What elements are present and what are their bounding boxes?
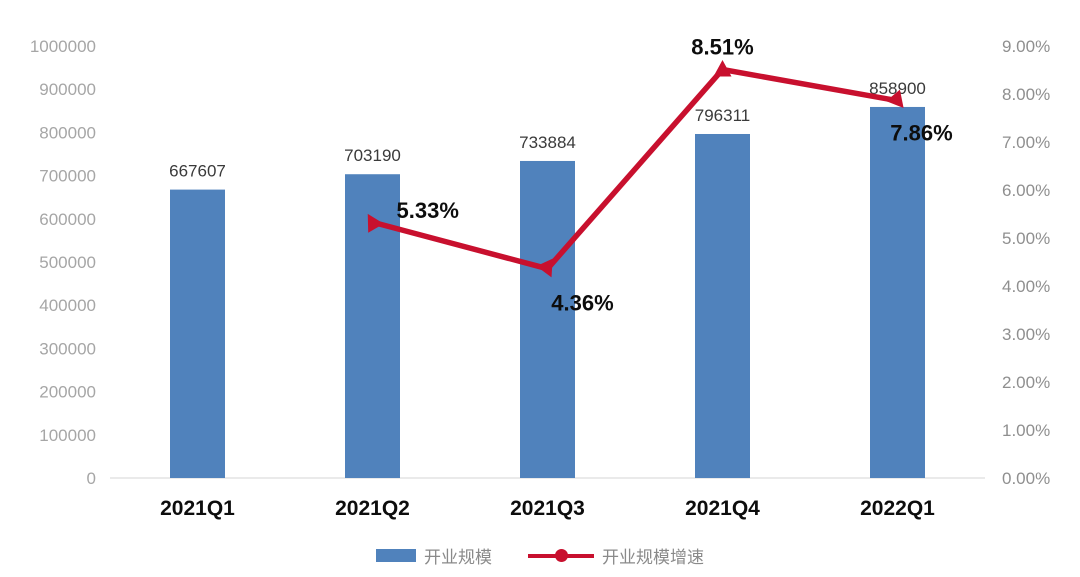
x-axis-category-label: 2021Q1 (160, 497, 235, 520)
line-series-swatch-icon (528, 549, 594, 563)
bar-value-label: 733884 (519, 133, 576, 152)
line-marker (536, 258, 553, 278)
left-axis-tick-label: 300000 (39, 339, 96, 358)
line-marker (886, 89, 904, 108)
right-axis-tick-label: 4.00% (1002, 277, 1050, 296)
left-axis-tick-label: 500000 (39, 253, 96, 272)
chart-legend: 开业规模 开业规模增速 (0, 543, 1080, 568)
left-axis-tick-label: 900000 (39, 80, 96, 99)
right-axis-tick-label: 1.00% (1002, 421, 1050, 440)
growth-line (371, 66, 898, 272)
bar-value-label: 667607 (169, 162, 226, 181)
right-axis-tick-label: 6.00% (1002, 181, 1050, 200)
line-series-label: 开业规模增速 (602, 548, 704, 567)
right-axis-tick-label: 7.00% (1002, 133, 1050, 152)
bar-value-label: 796311 (695, 106, 750, 125)
bar (520, 160, 575, 479)
left-axis-tick-label: 100000 (39, 426, 96, 445)
line-point-label: 5.33% (397, 198, 459, 223)
line-swatch-dot (554, 549, 568, 562)
bar (695, 133, 750, 478)
x-axis-category-label: 2022Q1 (860, 497, 935, 520)
left-axis-tick-label: 400000 (39, 296, 96, 315)
bar-value-label: 703190 (344, 146, 401, 165)
bar (170, 189, 225, 478)
left-axis-tick-label: 200000 (39, 383, 96, 402)
bar-value-label: 858900 (869, 79, 926, 98)
right-axis-tick-label: 0.00% (1002, 469, 1050, 488)
legend-item-line-series: 开业规模增速 (528, 543, 704, 568)
right-axis-tick-label: 9.00% (1002, 37, 1050, 56)
x-axis-category-label: 2021Q4 (685, 497, 760, 520)
right-axis-tick-label: 5.00% (1002, 229, 1050, 248)
line-point-label: 8.51% (691, 35, 753, 60)
legend-item-bar-series: 开业规模 (376, 543, 492, 568)
left-axis-tick-label: 0 (87, 469, 96, 488)
left-axis-tick-label: 600000 (39, 210, 96, 229)
bar-series-label: 开业规模 (424, 548, 492, 567)
right-axis-tick-label: 8.00% (1002, 85, 1050, 104)
line-point-label: 7.86% (890, 121, 952, 146)
line-marker (713, 60, 732, 77)
left-axis-tick-label: 800000 (39, 123, 96, 142)
left-axis-tick-label: 700000 (39, 167, 96, 186)
line-marker (367, 213, 384, 233)
line-point-label: 4.36% (551, 291, 613, 316)
bar-series-swatch-icon (376, 549, 416, 562)
x-axis-category-label: 2021Q2 (335, 497, 410, 520)
right-axis-tick-label: 3.00% (1002, 325, 1050, 344)
bar (870, 106, 925, 478)
left-axis-tick-label: 1000000 (30, 37, 96, 56)
x-axis-category-label: 2021Q3 (510, 497, 585, 520)
right-axis-tick-label: 2.00% (1002, 373, 1050, 392)
